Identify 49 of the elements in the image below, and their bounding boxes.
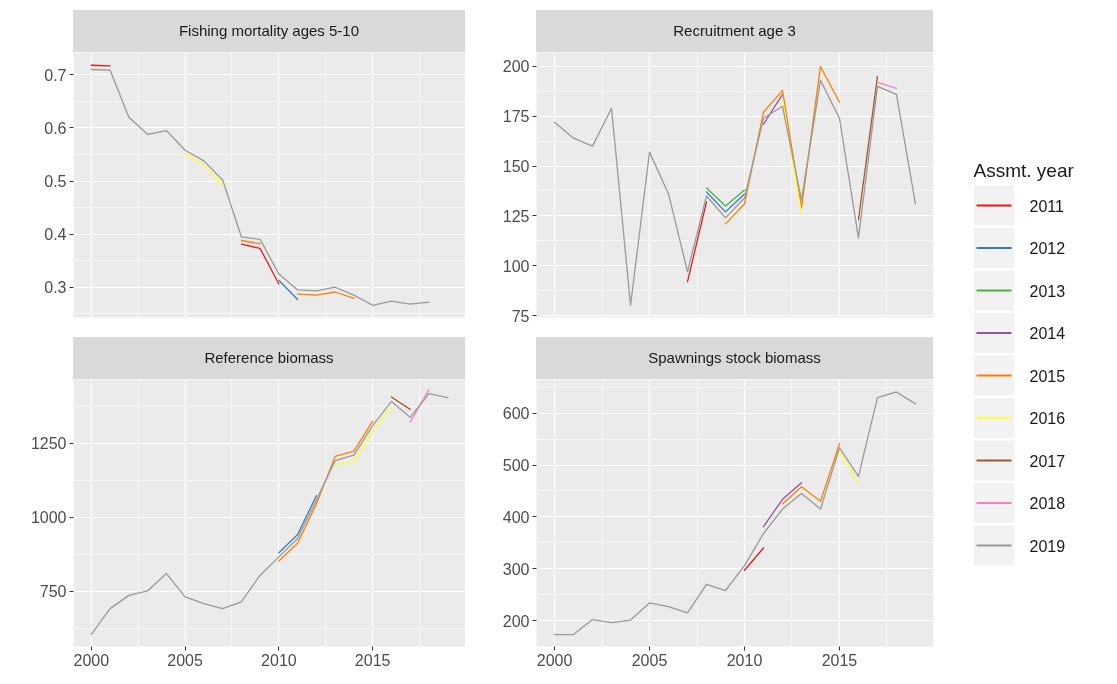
legend-label: 2011: [1029, 197, 1065, 215]
chart-title: Spawnings stock biomass: [536, 337, 933, 379]
y-tick-label: 175: [502, 108, 530, 126]
line-series: [278, 420, 374, 562]
x-tick-label: 2000: [536, 651, 573, 669]
y-tick-label: 200: [502, 58, 530, 76]
chart-title: Fishing mortality ages 5-10: [73, 10, 465, 52]
chart-title: Recruitment age 3: [536, 10, 933, 52]
y-tick-label: 0.6: [44, 119, 67, 137]
y-tick-label: 0.7: [44, 66, 67, 84]
y-tick-label: 600: [502, 405, 530, 423]
y-tick-label: 500: [502, 457, 530, 475]
legend-label: 2017: [1029, 452, 1066, 470]
y-tick-label: 200: [502, 612, 530, 630]
x-tick-label: 2015: [354, 651, 391, 669]
y-tick-label: 400: [502, 508, 530, 526]
y-tick-label: 75: [511, 307, 530, 325]
line-series: [334, 405, 393, 466]
line-series: [781, 443, 841, 505]
y-tick-label: 750: [39, 583, 67, 601]
legend-label: 2013: [1029, 282, 1066, 300]
line-series: [724, 65, 841, 225]
x-tick-label: 2005: [631, 651, 668, 669]
y-tick-label: 0.3: [44, 279, 67, 297]
y-tick-label: 300: [502, 560, 530, 578]
legend-label: 2012: [1029, 240, 1066, 257]
y-tick-label: 0.5: [44, 173, 67, 191]
legend-label: 2019: [1029, 537, 1066, 555]
y-tick-label: 1250: [30, 435, 67, 453]
chart-title: Reference biomass: [73, 337, 465, 379]
y-tick-label: 0.4: [44, 226, 67, 244]
legend-label: 2015: [1029, 367, 1066, 385]
line-series: [553, 79, 917, 307]
x-tick-label: 2015: [821, 651, 858, 669]
y-tick-label: 125: [502, 207, 530, 225]
y-tick-label: 150: [502, 158, 530, 176]
legend-title: Assmt. year: [973, 160, 1075, 181]
legend-label: 2014: [1029, 325, 1066, 342]
y-tick-label: 1000: [30, 509, 67, 527]
legend-label: 2016: [1029, 410, 1066, 427]
line-series: [90, 68, 430, 306]
x-tick-label: 2010: [726, 651, 763, 669]
x-tick-label: 2005: [167, 651, 203, 669]
line-series: [553, 391, 917, 636]
y-tick-label: 100: [502, 257, 530, 275]
x-tick-label: 2010: [261, 651, 297, 669]
legend-label: 2018: [1029, 495, 1066, 512]
x-tick-label: 2000: [73, 651, 110, 669]
line-series: [90, 393, 449, 636]
